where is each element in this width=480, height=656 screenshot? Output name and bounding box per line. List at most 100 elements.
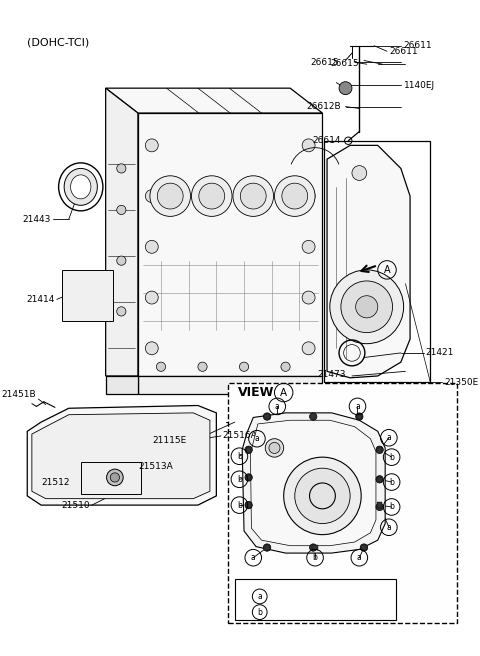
Circle shape xyxy=(145,342,158,355)
Bar xyxy=(62,270,113,321)
Bar xyxy=(228,383,457,623)
Circle shape xyxy=(110,473,120,482)
Circle shape xyxy=(145,240,158,253)
Circle shape xyxy=(275,176,315,216)
Circle shape xyxy=(245,446,252,453)
Circle shape xyxy=(117,307,126,316)
Circle shape xyxy=(310,544,317,551)
Circle shape xyxy=(157,183,183,209)
Circle shape xyxy=(360,544,368,551)
Text: b: b xyxy=(237,501,242,510)
Text: 21510: 21510 xyxy=(61,501,90,510)
Circle shape xyxy=(295,468,350,523)
Circle shape xyxy=(117,164,126,173)
Text: b: b xyxy=(389,478,394,487)
Text: a: a xyxy=(257,592,262,601)
Polygon shape xyxy=(106,88,323,113)
Polygon shape xyxy=(251,420,376,546)
Text: b: b xyxy=(237,475,242,483)
Circle shape xyxy=(341,281,393,333)
Circle shape xyxy=(282,183,308,209)
Circle shape xyxy=(330,270,404,344)
Circle shape xyxy=(339,82,352,94)
Circle shape xyxy=(192,176,232,216)
Circle shape xyxy=(245,501,252,509)
Text: 21513A: 21513A xyxy=(138,462,173,471)
Text: A: A xyxy=(384,265,390,275)
Polygon shape xyxy=(106,88,138,376)
Circle shape xyxy=(150,176,191,216)
Polygon shape xyxy=(242,413,385,553)
Bar xyxy=(357,414,362,419)
Text: 21115E: 21115E xyxy=(153,436,187,445)
Circle shape xyxy=(302,240,315,253)
Polygon shape xyxy=(106,376,138,394)
Text: 26611: 26611 xyxy=(390,47,419,56)
Text: a: a xyxy=(357,553,362,562)
Bar xyxy=(377,476,383,482)
Text: 21350E: 21350E xyxy=(444,378,479,387)
Text: 26611: 26611 xyxy=(404,41,432,51)
Text: 21443: 21443 xyxy=(23,215,51,224)
Text: 26615: 26615 xyxy=(311,58,339,67)
Circle shape xyxy=(265,439,284,457)
Circle shape xyxy=(284,457,361,535)
Circle shape xyxy=(156,362,166,371)
Text: SYMBOL: SYMBOL xyxy=(249,581,286,590)
Circle shape xyxy=(117,205,126,215)
Text: a: a xyxy=(386,433,391,442)
Polygon shape xyxy=(138,376,323,394)
Polygon shape xyxy=(27,405,216,505)
Text: 1140EJ: 1140EJ xyxy=(404,81,435,90)
Circle shape xyxy=(376,503,384,510)
Text: PNC: PNC xyxy=(339,581,358,590)
Text: 21451B: 21451B xyxy=(2,390,36,399)
Circle shape xyxy=(240,183,266,209)
Text: 21516A: 21516A xyxy=(223,432,258,440)
Circle shape xyxy=(233,176,274,216)
Ellipse shape xyxy=(64,169,97,205)
Text: 26612B: 26612B xyxy=(306,102,341,111)
Circle shape xyxy=(199,183,225,209)
Polygon shape xyxy=(327,146,410,378)
Text: 21473: 21473 xyxy=(317,369,346,379)
Text: b: b xyxy=(312,553,317,562)
Text: VIEW: VIEW xyxy=(238,386,274,399)
Circle shape xyxy=(145,291,158,304)
Text: b: b xyxy=(257,607,262,617)
Bar xyxy=(246,475,252,480)
Text: a: a xyxy=(254,434,259,443)
Text: a: a xyxy=(251,553,256,562)
Bar xyxy=(361,544,367,550)
Bar xyxy=(246,447,252,453)
Bar xyxy=(246,502,252,508)
Text: 21421: 21421 xyxy=(426,348,454,358)
Text: a: a xyxy=(386,523,391,532)
Circle shape xyxy=(198,362,207,371)
Bar xyxy=(81,462,141,494)
Text: a: a xyxy=(355,402,360,411)
Circle shape xyxy=(269,442,280,453)
Circle shape xyxy=(281,362,290,371)
Text: (DOHC-TCI): (DOHC-TCI) xyxy=(27,37,89,47)
Polygon shape xyxy=(32,413,210,499)
Circle shape xyxy=(376,446,384,453)
Circle shape xyxy=(352,166,367,180)
Circle shape xyxy=(145,190,158,203)
Text: b: b xyxy=(389,502,394,512)
Text: a: a xyxy=(275,402,280,411)
Circle shape xyxy=(117,256,126,265)
Text: 21414: 21414 xyxy=(26,295,55,304)
Text: 21512: 21512 xyxy=(41,478,70,487)
Circle shape xyxy=(376,476,384,483)
Circle shape xyxy=(264,413,271,420)
Circle shape xyxy=(302,342,315,355)
Circle shape xyxy=(145,139,158,152)
Text: 1140ER: 1140ER xyxy=(331,607,366,617)
Text: b: b xyxy=(389,453,394,462)
Circle shape xyxy=(310,413,317,420)
Circle shape xyxy=(302,139,315,152)
Text: 1140GD: 1140GD xyxy=(330,592,367,601)
Bar xyxy=(312,544,318,550)
Text: A: A xyxy=(280,388,287,398)
